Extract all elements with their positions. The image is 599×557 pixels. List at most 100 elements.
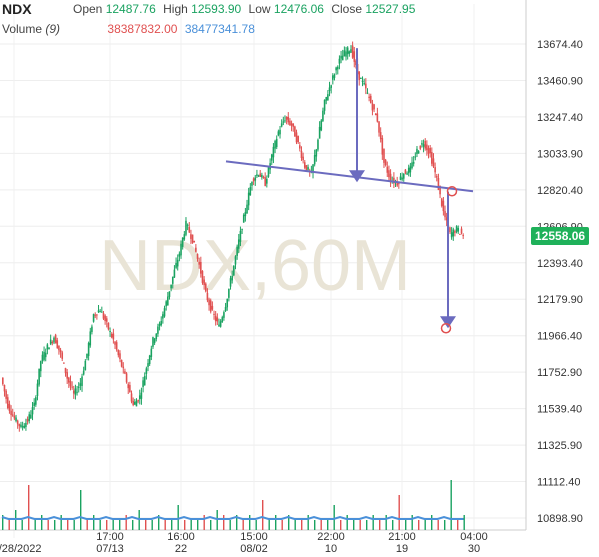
volume-bar xyxy=(275,515,277,530)
high-label: High xyxy=(163,2,188,16)
candle-body xyxy=(138,395,141,400)
candle-body xyxy=(129,385,131,393)
candle-body xyxy=(307,167,309,170)
candle-body xyxy=(157,326,159,334)
candle-body xyxy=(114,341,116,345)
candle-body xyxy=(109,330,111,332)
candle-body xyxy=(369,95,372,104)
volume-bar xyxy=(177,505,179,530)
candle-body xyxy=(383,148,385,163)
candle-body xyxy=(417,151,420,154)
candle-body xyxy=(328,87,331,91)
candle-body xyxy=(8,403,11,411)
candle-body xyxy=(11,414,14,416)
candle-body xyxy=(200,261,202,274)
x-tick-label-top: 22:00 xyxy=(317,531,345,543)
candle-body xyxy=(300,150,303,159)
candle-body xyxy=(18,424,21,427)
volume-bar xyxy=(190,520,192,530)
volume-bar xyxy=(158,515,160,530)
candle-body xyxy=(48,347,50,350)
volume-bar xyxy=(457,520,459,530)
candle-body xyxy=(439,185,441,195)
candle-body xyxy=(41,354,44,361)
x-tick-label-top: 15:00 xyxy=(240,531,268,543)
candle-body xyxy=(287,116,290,123)
candle-body xyxy=(23,425,26,429)
candle-body xyxy=(201,270,204,283)
candle-body xyxy=(297,136,299,143)
candle-body xyxy=(13,415,16,419)
candle-body xyxy=(336,66,339,70)
candle-body xyxy=(419,145,422,149)
candle-body xyxy=(162,314,164,319)
volume-bar xyxy=(307,515,309,530)
candle-body xyxy=(143,376,146,386)
candle-body xyxy=(261,174,263,178)
candle-body xyxy=(115,342,118,350)
candle-body xyxy=(455,226,458,232)
candle-body xyxy=(444,211,446,218)
candle-body xyxy=(249,187,252,196)
candle-body xyxy=(59,349,62,353)
candle-body xyxy=(211,305,214,310)
candle-body xyxy=(234,256,237,265)
candle-body xyxy=(53,337,55,343)
volume-bar xyxy=(320,520,322,530)
candle-body xyxy=(142,380,144,387)
candle-body xyxy=(266,178,268,184)
volume-bar xyxy=(366,520,368,530)
candle-body xyxy=(360,78,362,80)
candle-body xyxy=(10,410,12,416)
volume-bar xyxy=(411,515,413,530)
candle-body xyxy=(374,113,377,115)
volume-value-2: 38477341.78 xyxy=(184,22,255,36)
candle-body xyxy=(340,55,342,59)
candle-body xyxy=(414,156,417,158)
candle-body xyxy=(343,50,346,57)
candle-body xyxy=(79,383,82,386)
x-tick-label-top: 16:00 xyxy=(167,531,195,543)
candle-body xyxy=(365,83,367,89)
candle-body xyxy=(363,83,365,85)
candle-body xyxy=(302,156,304,161)
candle-body xyxy=(76,391,78,393)
candle-body xyxy=(335,67,337,71)
volume-bar xyxy=(106,520,108,530)
candle-body xyxy=(313,155,316,165)
candle-body xyxy=(33,402,35,407)
volume-bar xyxy=(268,520,270,530)
close-value: 12527.95 xyxy=(365,2,416,16)
volume-bar xyxy=(145,520,147,530)
candle-body xyxy=(299,145,301,149)
volume-bar xyxy=(392,520,394,530)
candle-body xyxy=(87,342,90,357)
volume-bar xyxy=(112,520,114,530)
candle-body xyxy=(135,400,138,407)
candle-body xyxy=(254,177,257,181)
candle-body xyxy=(341,55,344,61)
candle-body xyxy=(424,140,427,149)
open-label: Open xyxy=(73,2,103,16)
candle-body xyxy=(36,383,39,396)
candle-body xyxy=(117,350,120,356)
candle-body xyxy=(338,58,341,64)
candle-body xyxy=(167,296,169,306)
candle-body xyxy=(69,380,72,387)
candle-body xyxy=(241,229,243,231)
candle-body xyxy=(398,183,400,185)
volume-bar xyxy=(132,520,134,530)
volume-bar xyxy=(99,520,101,530)
candle-body xyxy=(322,110,324,121)
candle-body xyxy=(218,324,220,327)
y-tick-label: 11966.40 xyxy=(537,331,582,343)
candle-body xyxy=(92,314,95,322)
candle-body xyxy=(292,123,295,127)
target-circle xyxy=(440,322,452,334)
candle-body xyxy=(351,45,354,58)
candle-body xyxy=(379,132,382,140)
candle-body xyxy=(110,334,113,338)
candle-body xyxy=(452,229,455,237)
candle-body xyxy=(431,152,433,164)
volume-bar xyxy=(60,515,62,530)
